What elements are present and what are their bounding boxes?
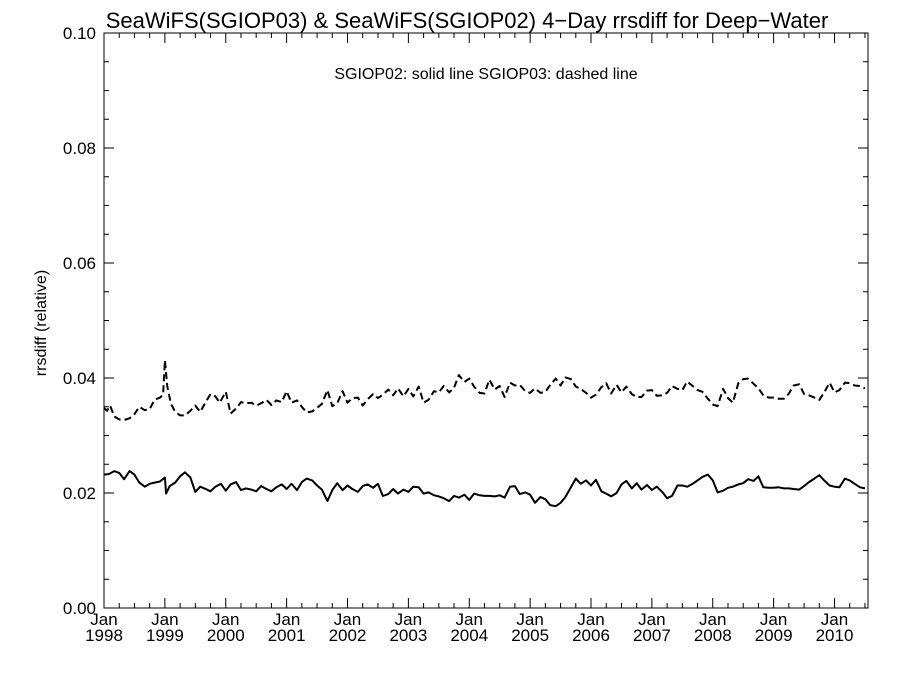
x-tick-month-label: Jan <box>273 610 300 629</box>
x-tick-year-label: 2002 <box>329 626 367 645</box>
x-tick-month-label: Jan <box>456 610 483 629</box>
x-tick-year-label: 1999 <box>146 626 184 645</box>
x-tick-year-label: 2009 <box>755 626 793 645</box>
y-axis-label: rrsdiff (relative) <box>33 270 50 376</box>
x-tick-year-label: 2000 <box>207 626 245 645</box>
x-tick-month-label: Jan <box>151 610 178 629</box>
y-tick-label: 0.06 <box>63 254 96 273</box>
y-tick-label: 0.00 <box>63 599 96 618</box>
chart-title: SeaWiFS(SGIOP03) & SeaWiFS(SGIOP02) 4−Da… <box>106 8 829 33</box>
series-layer <box>103 359 866 508</box>
x-tick-year-label: 2007 <box>633 626 671 645</box>
series-line-sgiop02 <box>103 470 866 508</box>
x-tick-month-label: Jan <box>334 610 361 629</box>
ticks: 0.000.020.040.060.080.10Jan1998Jan1999Ja… <box>63 24 868 645</box>
y-tick-label: 0.04 <box>63 369 96 388</box>
axes <box>103 32 869 609</box>
x-tick-month-label: Jan <box>638 610 665 629</box>
plot-frame <box>103 32 869 609</box>
x-tick-year-label: 2003 <box>389 626 427 645</box>
x-tick-month-label: Jan <box>821 610 848 629</box>
x-tick-month-label: Jan <box>212 610 239 629</box>
chart-subtitle: SGIOP02: solid line SGIOP03: dashed line <box>334 66 637 83</box>
x-tick-month-label: Jan <box>90 610 117 629</box>
x-tick-year-label: 2004 <box>450 626 488 645</box>
x-tick-month-label: Jan <box>577 610 604 629</box>
series-line-sgiop03 <box>103 359 866 421</box>
x-tick-year-label: 2001 <box>268 626 306 645</box>
x-tick-month-label: Jan <box>395 610 422 629</box>
x-tick-month-label: Jan <box>516 610 543 629</box>
x-tick-year-label: 1998 <box>85 626 123 645</box>
x-tick-month-label: Jan <box>760 610 787 629</box>
x-tick-year-label: 2010 <box>816 626 854 645</box>
x-tick-month-label: Jan <box>699 610 726 629</box>
x-tick-year-label: 2006 <box>572 626 610 645</box>
y-tick-label: 0.10 <box>63 24 96 43</box>
y-tick-label: 0.02 <box>63 484 96 503</box>
y-tick-label: 0.08 <box>63 139 96 158</box>
x-tick-year-label: 2008 <box>694 626 732 645</box>
x-tick-year-label: 2005 <box>511 626 549 645</box>
